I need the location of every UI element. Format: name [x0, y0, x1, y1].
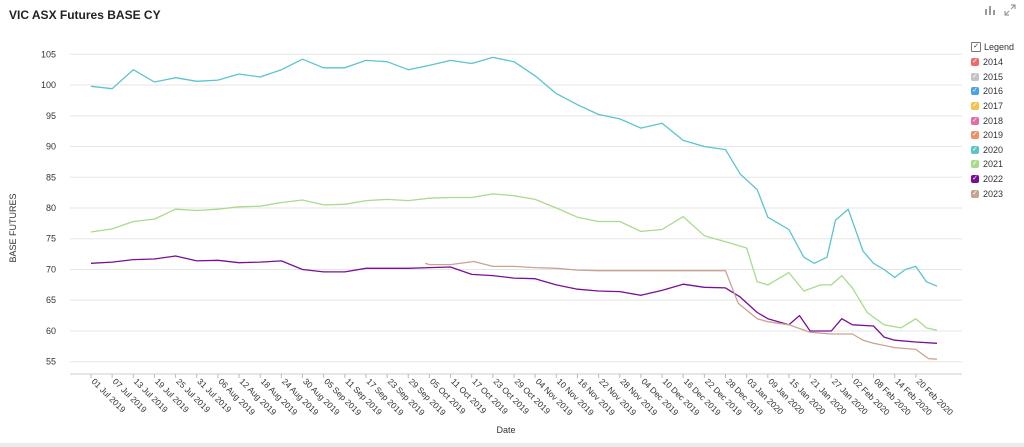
legend-item-2020[interactable]: ✓ 2020	[971, 143, 1014, 158]
legend-label: 2022	[983, 174, 1004, 185]
series-line-2021[interactable]	[90, 193, 938, 331]
y-tick-label: 80	[46, 203, 56, 213]
legend-swatch-icon[interactable]: ✓	[971, 160, 979, 169]
legend-swatch-icon[interactable]: ✓	[971, 102, 979, 111]
y-tick-label: 60	[46, 326, 56, 336]
legend-swatch-icon[interactable]: ✓	[971, 72, 979, 81]
legend-item-2023[interactable]: ✓ 2023	[971, 186, 1014, 201]
legend-swatch-icon[interactable]: ✓	[971, 58, 979, 67]
legend-label: 2020	[983, 144, 1004, 155]
legend-swatch-icon[interactable]: ✓	[971, 116, 979, 125]
legend-swatch-icon[interactable]: ✓	[971, 87, 979, 96]
legend-swatch-icon[interactable]: ✓	[971, 189, 979, 198]
y-tick-label: 90	[46, 142, 56, 152]
y-tick-label: 75	[46, 234, 56, 244]
legend-item-2017[interactable]: ✓ 2017	[971, 99, 1014, 114]
legend-item-2022[interactable]: ✓ 2022	[971, 172, 1014, 187]
legend-title: Legend	[984, 41, 1015, 52]
y-tick-label: 70	[46, 264, 56, 274]
series-line-2023[interactable]	[425, 260, 938, 360]
legend-swatch-icon[interactable]: ✓	[971, 145, 979, 154]
y-tick-label: 65	[46, 295, 56, 305]
x-axis-label: Date	[496, 425, 515, 435]
legend-item-2014[interactable]: ✓ 2014	[971, 55, 1014, 70]
y-tick-label: 55	[46, 357, 56, 367]
legend-swatch-icon[interactable]: ✓	[971, 175, 979, 184]
legend-header[interactable]: ✓ Legend	[971, 40, 1014, 53]
series-line-2022[interactable]	[90, 255, 938, 344]
legend-label: 2018	[983, 115, 1004, 126]
legend-label: 2021	[983, 159, 1004, 170]
y-axis-label: BASE FUTURES	[8, 193, 18, 262]
bottom-bar	[0, 443, 1024, 447]
legend-label: 2023	[983, 188, 1004, 199]
expand-icon[interactable]	[1004, 4, 1016, 16]
y-tick-label: 105	[41, 49, 56, 59]
legend: ✓ Legend ✓ 2014 ✓ 2015 ✓ 2016 ✓ 2017 ✓ 2018 ✓ 2019 ✓…	[971, 40, 1014, 201]
legend-item-2018[interactable]: ✓ 2018	[971, 113, 1014, 128]
legend-item-2015[interactable]: ✓ 2015	[971, 70, 1014, 85]
chart-title: VIC ASX Futures BASE CY	[9, 8, 161, 22]
legend-label: 2017	[983, 101, 1004, 112]
series-line-2020[interactable]	[90, 56, 938, 287]
legend-label: 2014	[983, 57, 1004, 68]
legend-swatch-icon[interactable]: ✓	[971, 131, 979, 140]
bar-chart-icon[interactable]	[984, 4, 996, 16]
legend-label: 2016	[983, 86, 1004, 97]
legend-check-icon[interactable]: ✓	[971, 41, 981, 52]
y-tick-label: 100	[41, 80, 56, 90]
legend-label: 2019	[983, 130, 1004, 141]
legend-item-2021[interactable]: ✓ 2021	[971, 157, 1014, 172]
legend-item-2016[interactable]: ✓ 2016	[971, 84, 1014, 99]
y-tick-label: 85	[46, 172, 56, 182]
legend-label: 2015	[983, 71, 1004, 82]
y-tick-label: 95	[46, 111, 56, 121]
legend-item-2019[interactable]: ✓ 2019	[971, 128, 1014, 143]
